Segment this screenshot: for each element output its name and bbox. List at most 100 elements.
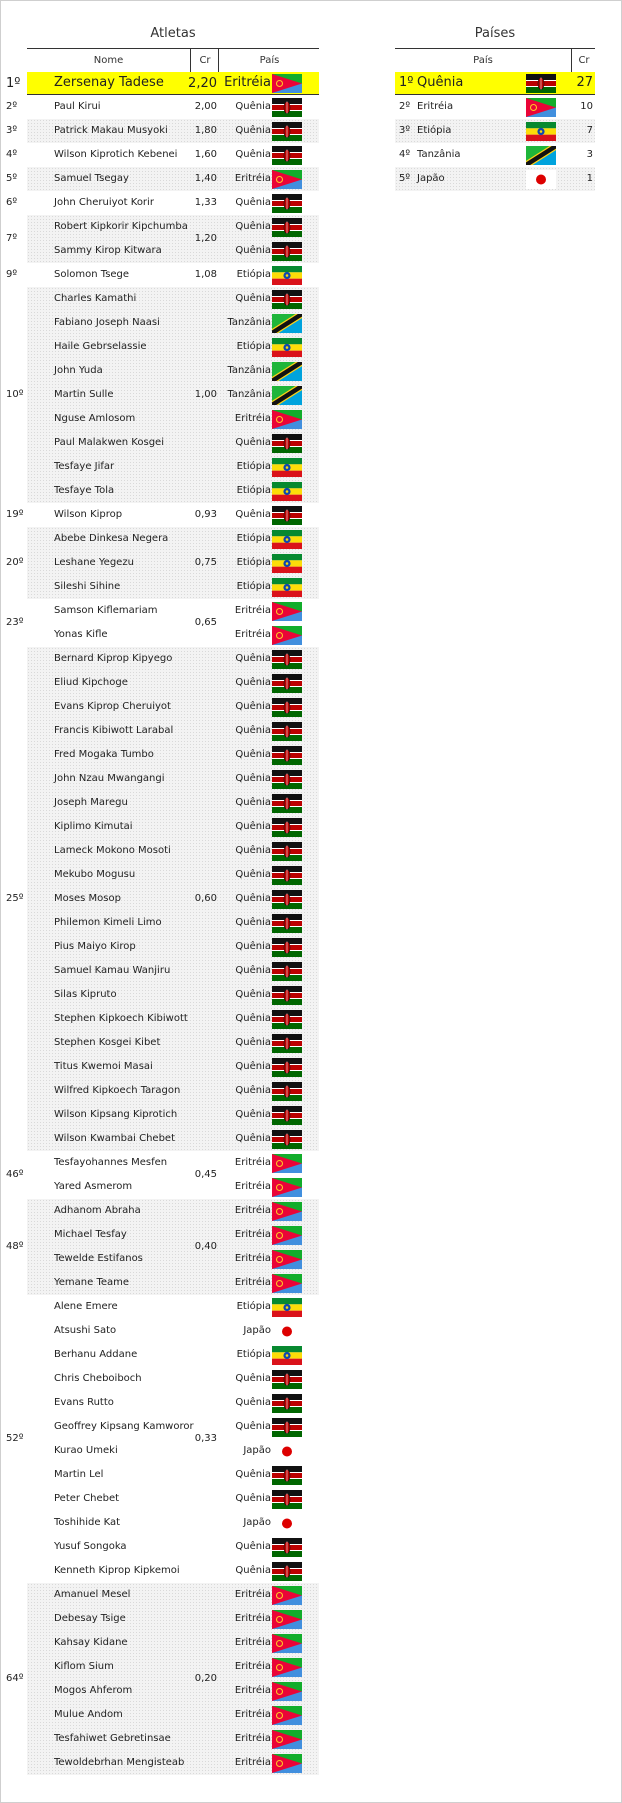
athlete-name: Tesfahiwet Gebretinsae: [54, 1733, 171, 1744]
ethiopia-flag-icon: [272, 266, 302, 285]
athlete-row: Chris Cheboiboch Quênia: [27, 1367, 319, 1391]
country-rank: 4º: [399, 149, 411, 160]
athlete-row: Yusuf Songoka Quênia: [27, 1535, 319, 1559]
athlete-row: Eliud Kipchoge Quênia: [27, 671, 319, 695]
athlete-name: Fred Mogaka Tumbo: [54, 749, 154, 760]
eritrea-flag-icon: [272, 1634, 302, 1653]
athlete-row: Yemane Teame Eritréia: [27, 1271, 319, 1295]
country-row: 2º Eritréia 10: [395, 95, 595, 119]
country-name: Quênia: [417, 75, 464, 90]
athlete-country: Tanzânia: [227, 365, 271, 376]
athlete-name: Kurao Umeki: [54, 1445, 118, 1456]
athlete-row: Robert Kipkorir Kipchumba Quênia: [27, 215, 319, 239]
athlete-row: Lameck Mokono Mosoti Quênia: [27, 839, 319, 863]
kenya-flag-icon: [272, 1562, 302, 1581]
country-rank: 3º: [399, 125, 411, 136]
kenya-flag-icon: [272, 890, 302, 909]
athlete-rank: 6º: [6, 197, 18, 208]
athlete-name: John Nzau Mwangangi: [54, 773, 165, 784]
kenya-flag-icon: [272, 722, 302, 741]
athlete-country: Quênia: [235, 1085, 271, 1096]
athlete-country: Eritréia: [234, 1181, 271, 1192]
kenya-flag-icon: [272, 146, 302, 165]
athlete-row: Kurao Umeki Japão: [27, 1439, 319, 1463]
athlete-country: Etiópia: [236, 581, 271, 592]
eritrea-flag-icon: [272, 1154, 302, 1173]
athlete-row: Charles Kamathi Quênia: [27, 287, 319, 311]
athlete-country: Quênia: [235, 293, 271, 304]
kenya-flag-icon: [272, 962, 302, 981]
athlete-rank: 19º: [6, 509, 24, 520]
athlete-row: Wilfred Kipkoech Taragon Quênia: [27, 1079, 319, 1103]
athlete-row: Sammy Kirop Kitwara Quênia: [27, 239, 319, 263]
kenya-flag-icon: [272, 290, 302, 309]
eritrea-flag-icon: [272, 1730, 302, 1749]
athlete-name: Leshane Yegezu: [54, 557, 134, 568]
ethiopia-flag-icon: [272, 530, 302, 549]
athlete-row: Kiplimo Kimutai Quênia: [27, 815, 319, 839]
athlete-country: Quênia: [235, 1109, 271, 1120]
kenya-flag-icon: [272, 1466, 302, 1485]
athlete-name: Wilson Kiprotich Kebenei: [54, 149, 178, 160]
country-name: Japão: [417, 173, 445, 184]
athlete-country: Japão: [243, 1445, 271, 1456]
athlete-row: Moses Mosop Quênia: [27, 887, 319, 911]
athlete-cr-value: 1,33: [194, 197, 217, 208]
athlete-country: Quênia: [235, 1061, 271, 1072]
country-count: 1: [586, 173, 593, 184]
athlete-row: Amanuel Mesel Eritréia: [27, 1583, 319, 1607]
athlete-cr-value: 1,40: [194, 173, 217, 184]
athlete-row: Silas Kipruto Quênia: [27, 983, 319, 1007]
eritrea-flag-icon: [272, 626, 302, 645]
athlete-name: Lameck Mokono Mosoti: [54, 845, 171, 856]
athlete-row: Geoffrey Kipsang Kamworor Quênia: [27, 1415, 319, 1439]
country-rank: 5º: [399, 173, 411, 184]
eritrea-flag-icon: [272, 1250, 302, 1269]
kenya-flag-icon: [272, 1418, 302, 1437]
athlete-country: Quênia: [235, 917, 271, 928]
ethiopia-flag-icon: [526, 122, 556, 141]
athlete-country: Etiópia: [236, 557, 271, 568]
kenya-flag-icon: [272, 1082, 302, 1101]
ethiopia-flag-icon: [272, 578, 302, 597]
athlete-name: Philemon Kimeli Limo: [54, 917, 162, 928]
athlete-row: Francis Kibiwott Larabal Quênia: [27, 719, 319, 743]
kenya-flag-icon: [272, 194, 302, 213]
athlete-row: Martin Lel Quênia: [27, 1463, 319, 1487]
athlete-name: Samuel Tsegay: [54, 173, 129, 184]
athlete-country: Quênia: [235, 1469, 271, 1480]
athlete-country: Eritréia: [234, 1637, 271, 1648]
countries-section-title: Países: [474, 26, 516, 41]
athlete-row: Patrick Makau Musyoki Quênia: [27, 119, 319, 143]
header-country: País: [473, 55, 493, 66]
athlete-country: Quênia: [235, 149, 271, 160]
country-count: 27: [576, 75, 593, 90]
eritrea-flag-icon: [272, 1226, 302, 1245]
athlete-name: Eliud Kipchoge: [54, 677, 128, 688]
athlete-country: Quênia: [235, 941, 271, 952]
athlete-row: Wilson Kwambai Chebet Quênia: [27, 1127, 319, 1151]
athlete-row: Alene Emere Etiópia: [27, 1295, 319, 1319]
athlete-row: Evans Rutto Quênia: [27, 1391, 319, 1415]
athlete-country: Quênia: [235, 773, 271, 784]
athlete-name: Zersenay Tadese: [54, 75, 164, 90]
kenya-flag-icon: [272, 1490, 302, 1509]
athlete-cr-value: 0,40: [194, 1241, 217, 1252]
athlete-country: Eritréia: [224, 75, 271, 90]
tanzania-flag-icon: [272, 386, 302, 405]
athlete-name: Tewoldebrhan Mengisteab: [54, 1757, 185, 1768]
athlete-name: Charles Kamathi: [54, 293, 137, 304]
athlete-country: Quênia: [235, 725, 271, 736]
athlete-name: Evans Kiprop Cheruiyot: [54, 701, 171, 712]
athlete-cr-value: 2,00: [194, 101, 217, 112]
athlete-country: Quênia: [235, 1493, 271, 1504]
athlete-country: Eritréia: [234, 413, 271, 424]
athlete-name: Kiflom Sium: [54, 1661, 114, 1672]
athletes-section-title: Atletas: [150, 26, 196, 41]
eritrea-flag-icon: [272, 1754, 302, 1773]
athlete-name: Michael Tesfay: [54, 1229, 127, 1240]
athlete-country: Quênia: [235, 869, 271, 880]
athlete-rank: 64º: [6, 1673, 24, 1684]
athlete-country: Quênia: [235, 701, 271, 712]
athlete-country: Quênia: [235, 1565, 271, 1576]
